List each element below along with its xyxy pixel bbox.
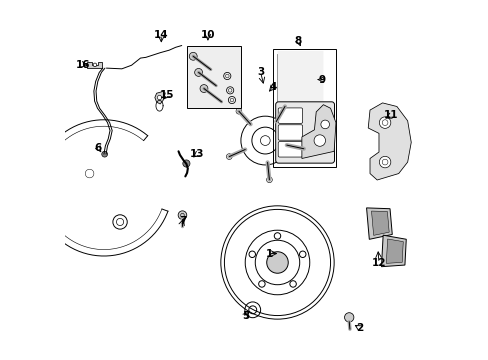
Bar: [276, 54, 303, 101]
Circle shape: [178, 211, 186, 220]
Polygon shape: [301, 105, 335, 158]
Circle shape: [226, 154, 232, 159]
Circle shape: [189, 52, 197, 60]
Text: 3: 3: [257, 67, 264, 77]
Circle shape: [301, 146, 306, 152]
Polygon shape: [277, 51, 333, 163]
Circle shape: [379, 156, 390, 168]
FancyBboxPatch shape: [278, 141, 302, 157]
Circle shape: [266, 252, 287, 273]
Circle shape: [93, 63, 97, 67]
Polygon shape: [367, 103, 410, 180]
Text: 12: 12: [371, 258, 386, 268]
Text: 11: 11: [384, 111, 398, 121]
Circle shape: [236, 108, 241, 114]
Circle shape: [258, 281, 264, 287]
Text: 1: 1: [265, 248, 273, 258]
Polygon shape: [381, 235, 406, 267]
Polygon shape: [87, 62, 102, 68]
Circle shape: [274, 233, 280, 239]
Text: 2: 2: [355, 323, 362, 333]
Text: 6: 6: [94, 143, 102, 153]
Circle shape: [194, 68, 202, 76]
FancyBboxPatch shape: [278, 108, 302, 123]
Text: 14: 14: [154, 30, 168, 40]
Circle shape: [200, 85, 207, 93]
Text: 16: 16: [76, 59, 90, 69]
Polygon shape: [366, 208, 391, 239]
Circle shape: [313, 135, 325, 146]
Text: 4: 4: [269, 82, 276, 92]
FancyBboxPatch shape: [275, 102, 334, 163]
Circle shape: [344, 313, 353, 322]
Text: 9: 9: [317, 75, 325, 85]
Text: 8: 8: [294, 36, 301, 46]
Circle shape: [320, 120, 329, 129]
Circle shape: [157, 95, 162, 100]
Bar: [273, 49, 335, 167]
Circle shape: [183, 160, 190, 167]
Text: 13: 13: [189, 149, 204, 159]
Text: 15: 15: [160, 90, 174, 100]
Circle shape: [266, 177, 272, 183]
Polygon shape: [155, 91, 164, 104]
FancyBboxPatch shape: [278, 125, 302, 140]
Circle shape: [379, 117, 390, 129]
Circle shape: [282, 104, 287, 109]
Text: 10: 10: [200, 30, 215, 40]
Circle shape: [299, 251, 305, 257]
Polygon shape: [371, 211, 388, 235]
Bar: [187, 45, 241, 108]
Circle shape: [102, 151, 107, 157]
Text: 5: 5: [242, 311, 249, 320]
Text: 7: 7: [179, 216, 186, 226]
Polygon shape: [386, 239, 403, 264]
Circle shape: [289, 281, 296, 287]
Circle shape: [248, 251, 255, 257]
